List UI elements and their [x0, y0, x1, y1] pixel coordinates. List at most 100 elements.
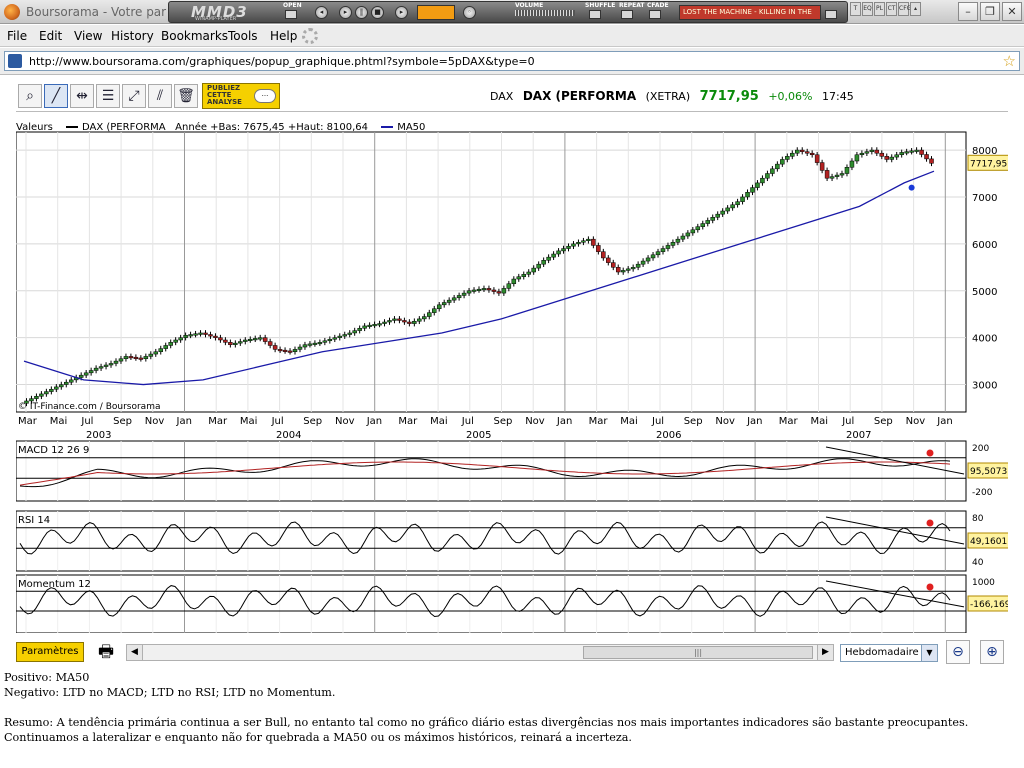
- month-tick-label: Sep: [303, 416, 322, 427]
- scroll-left-icon[interactable]: ◀: [127, 645, 143, 660]
- menu-bookmarks[interactable]: Bookmarks: [161, 29, 229, 43]
- candle-body: [586, 238, 591, 241]
- scroll-right-icon[interactable]: ▶: [817, 645, 833, 660]
- candle-body: [377, 323, 382, 326]
- star-icon[interactable]: ☆: [1002, 52, 1016, 70]
- zoom-in-icon[interactable]: ⊕: [980, 640, 1004, 664]
- cfade-toggle[interactable]: [649, 10, 661, 19]
- menu-edit[interactable]: Edit: [39, 29, 63, 43]
- candle-body: [392, 318, 397, 321]
- winamp-mini-cfg[interactable]: CFG: [898, 2, 911, 16]
- pause-button[interactable]: ‖: [355, 6, 368, 19]
- publish-analysis-button[interactable]: PUBLIEZ CETTE ANALYSE ···: [202, 83, 280, 109]
- price-panel-frame: [15, 131, 967, 413]
- boursorama-site-icon: [8, 54, 22, 68]
- menu-tools[interactable]: Tools: [228, 29, 258, 43]
- volume-label: VOLUME: [515, 2, 544, 9]
- trendline-tool-icon[interactable]: ╱: [44, 84, 68, 108]
- winamp-mini-pl[interactable]: PL: [874, 2, 885, 16]
- menu-file[interactable]: File: [7, 29, 28, 43]
- candle-body: [476, 288, 482, 291]
- winamp-mini-t[interactable]: T: [850, 2, 861, 16]
- candle-body: [710, 217, 715, 221]
- candle-body: [735, 201, 740, 206]
- url-text[interactable]: http://www.boursorama.com/graphiques/pop…: [29, 55, 535, 68]
- winamp-close-button[interactable]: [825, 10, 837, 19]
- candle-body: [889, 156, 894, 160]
- winamp-extra-button[interactable]: ◦: [463, 6, 476, 19]
- period-select[interactable]: Hebdomadaire ▼: [840, 644, 938, 662]
- channel-tool-icon[interactable]: ⤢: [122, 84, 146, 108]
- previous-button[interactable]: ◂: [315, 6, 328, 19]
- winamp-mini-ct[interactable]: CT: [886, 2, 897, 16]
- candle-body: [272, 345, 278, 350]
- stop-button[interactable]: ■: [371, 6, 384, 19]
- candle-body: [322, 340, 328, 343]
- close-button[interactable]: ✕: [1002, 2, 1022, 21]
- parameters-button[interactable]: Paramètres: [16, 642, 84, 662]
- candle-body: [292, 349, 298, 352]
- price-tick-label: 7000: [972, 193, 997, 204]
- candle-body: [208, 334, 213, 337]
- repeat-toggle[interactable]: [621, 10, 633, 19]
- candle-body: [785, 156, 790, 160]
- candle-body: [775, 163, 780, 170]
- candle-body: [362, 325, 367, 329]
- rsi-panel-frame: [15, 510, 967, 572]
- candle-body: [874, 149, 880, 154]
- scroll-thumb[interactable]: |||: [583, 646, 813, 659]
- candle-body: [297, 346, 303, 350]
- period-value: Hebdomadaire: [845, 647, 919, 658]
- candle-body: [725, 207, 730, 212]
- analysis-notes: Positivo: MA50 Negativo: LTD no MACD; LT…: [4, 670, 1020, 745]
- zoom-tool-icon[interactable]: ⌕: [18, 84, 42, 108]
- price-chart-svg[interactable]: 8000 7000 6000 5000 4000 3000 Mar Mai Jul Sep Nov J…: [15, 118, 1013, 634]
- candle-body: [407, 321, 412, 324]
- restore-button[interactable]: ❐: [980, 2, 1000, 21]
- eject-button[interactable]: [285, 10, 297, 19]
- chevron-down-icon[interactable]: ▼: [921, 645, 937, 661]
- parallel-tool-icon[interactable]: ⫽: [148, 84, 172, 108]
- minimize-button[interactable]: –: [958, 2, 978, 21]
- track-title: LOST THE MACHINE - KILLING IN THE: [679, 5, 821, 20]
- winamp-mini-eq[interactable]: EQ: [862, 2, 873, 16]
- next-button[interactable]: ▸: [395, 6, 408, 19]
- momentum-trendline: [825, 580, 965, 608]
- month-tick-label: Mai: [811, 416, 829, 427]
- menu-view[interactable]: View: [74, 29, 103, 43]
- macd-signal-line: [19, 461, 951, 486]
- zoom-out-icon[interactable]: ⊖: [946, 640, 970, 664]
- trash-icon[interactable]: 🗑: [174, 84, 198, 108]
- month-tick-label: Mai: [50, 416, 68, 427]
- candle-body: [352, 330, 357, 334]
- candle-body: [844, 167, 850, 174]
- candle-body: [859, 152, 865, 156]
- candle-body: [59, 384, 64, 388]
- current-price-label: 7717,95: [970, 159, 1007, 169]
- candle-body: [427, 312, 432, 317]
- throbber-icon: [302, 28, 318, 44]
- shuffle-toggle[interactable]: [589, 10, 601, 19]
- candle-body: [556, 250, 561, 255]
- volume-slider[interactable]: [515, 10, 575, 16]
- url-field[interactable]: http://www.boursorama.com/graphiques/pop…: [4, 51, 1020, 71]
- month-tick-label: Mar: [398, 416, 418, 427]
- menu-history[interactable]: History: [111, 29, 154, 43]
- quote-header: DAX DAX (PERFORMA (XETRA) 7717,95 +0,06%…: [490, 89, 860, 104]
- momentum-line: [19, 585, 951, 618]
- candle-body: [252, 338, 258, 341]
- candle-body: [551, 253, 556, 258]
- printer-icon[interactable]: 🖶: [97, 642, 115, 662]
- menu-help[interactable]: Help: [270, 29, 298, 43]
- candle-body: [665, 245, 671, 249]
- address-bar: http://www.boursorama.com/graphiques/pop…: [0, 48, 1024, 75]
- fibonacci-tool-icon[interactable]: ☰: [96, 84, 120, 108]
- chart-scrollbar[interactable]: ◀ ||| ▶: [126, 644, 834, 661]
- winamp-display: [417, 5, 455, 20]
- candle-body: [596, 245, 601, 252]
- candle-body: [54, 386, 59, 390]
- horizontal-line-tool-icon[interactable]: ⇹: [70, 84, 94, 108]
- winamp-mini-arrow[interactable]: ▴: [910, 2, 921, 16]
- play-button[interactable]: ▸: [339, 6, 352, 19]
- candle-body: [213, 335, 218, 338]
